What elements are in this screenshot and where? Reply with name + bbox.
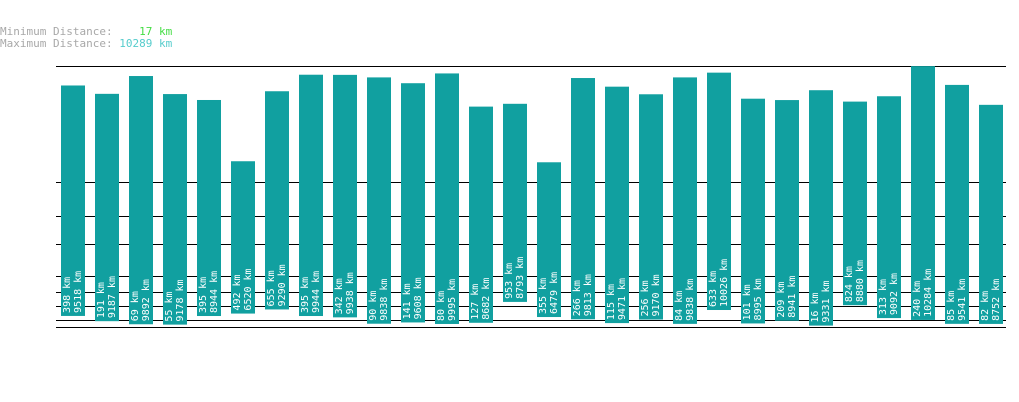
max-label-15: 6479 km [549,272,560,314]
distance-bar-14 [503,103,527,302]
distance-bar-12 [435,73,459,324]
distance-bar-23 [809,90,833,326]
distance-bar-10 [367,77,391,324]
distance-bar-20 [707,72,731,311]
max-label-6: 6520 km [243,268,254,310]
min-label-18: 256 km [640,280,651,316]
min-label-8: 395 km [300,277,311,313]
min-label-5: 395 km [198,277,209,313]
max-label-16: 9813 km [583,274,594,316]
min-label-19: 84 km [674,291,685,321]
distance-bar-7 [265,91,289,310]
max-label-8: 9944 km [311,271,322,313]
max-distance-label: Maximum Distance: [0,37,113,50]
max-label-19: 9838 km [685,279,696,321]
min-label-1: 398 km [62,277,73,313]
max-label-9: 9938 km [345,272,356,314]
max-label-13: 8682 km [481,278,492,320]
min-label-17: 115 km [606,284,617,320]
min-label-13: 127 km [470,284,481,320]
max-label-24: 8880 km [855,260,866,302]
max-label-4: 9178 km [175,279,186,321]
max-distance-value: 10289 km [119,37,173,50]
min-label-9: 342 km [334,278,345,314]
max-label-28: 8752 km [991,279,1002,321]
max-label-2: 9187 km [107,276,118,318]
distance-bar-19 [673,77,697,324]
max-label-21: 8995 km [753,278,764,320]
min-label-10: 90 km [368,291,379,321]
distance-bar-25 [877,96,901,319]
max-label-23: 9331 km [821,280,832,322]
min-label-11: 141 km [402,283,413,319]
min-distance-value: 17 km [139,25,173,38]
max-label-27: 9541 km [957,279,968,321]
distance-bar-22 [775,100,799,321]
distance-bar-4 [163,94,187,325]
distance-bar-3 [129,76,153,325]
min-label-22: 209 km [776,282,787,318]
distance-bar-1 [61,85,85,316]
min-label-23: 16 km [810,292,821,322]
max-label-14: 8793 km [515,257,526,299]
min-distance-row: Minimum Distance: 17 km [0,26,172,38]
distance-bar-16 [571,78,595,320]
distance-bar-26 [911,66,935,320]
distance-bar-15 [537,162,561,318]
distance-bar-8 [299,74,323,317]
min-label-15: 355 km [538,278,549,314]
distance-bar-6 [231,161,255,314]
distance-bar-9 [333,74,357,318]
min-label-2: 191 km [96,282,107,318]
distance-bar-2 [95,93,119,322]
max-label-10: 9838 km [379,279,390,321]
distance-bar-11 [401,83,425,323]
min-label-20: 633 km [708,271,719,307]
min-label-7: 655 km [266,270,277,306]
max-label-5: 8944 km [209,271,220,313]
min-label-26: 240 km [912,281,923,317]
min-label-16: 266 km [572,280,583,316]
distance-bar-21 [741,98,765,324]
max-label-11: 9608 km [413,277,424,319]
distance-summary: Minimum Distance: 17 km Maximum Distance… [0,26,172,50]
max-label-22: 8941 km [787,276,798,318]
min-label-12: 80 km [436,291,447,321]
distance-bar-28 [979,104,1003,324]
distance-bar-27 [945,84,969,324]
max-distance-row: Maximum Distance: 10289 km [0,38,172,50]
distance-bar-24 [843,101,867,306]
distance-bar-5 [197,99,221,317]
max-label-18: 9170 km [651,274,662,316]
min-label-4: 55 km [164,292,175,322]
max-label-3: 9892 km [141,279,152,321]
max-label-25: 9092 km [889,273,900,315]
min-distance-label: Minimum Distance: [0,25,113,38]
min-label-6: 492 km [232,274,243,310]
min-label-28: 82 km [980,291,991,321]
min-label-27: 85 km [946,291,957,321]
max-label-1: 9518 km [73,271,84,313]
min-label-21: 101 km [742,284,753,320]
min-label-25: 313 km [878,279,889,315]
distance-bar-13 [469,106,493,323]
distance-bar-18 [639,94,663,320]
min-label-24: 824 km [844,266,855,302]
max-label-7: 9290 km [277,264,288,306]
distance-bar-17 [605,86,629,324]
min-label-14: 953 km [504,263,515,299]
max-label-26: 10284 km [923,269,934,317]
max-label-12: 9995 km [447,279,458,321]
max-label-20: 10026 km [719,259,730,307]
min-label-3: 69 km [130,291,141,321]
max-label-17: 9471 km [617,278,628,320]
